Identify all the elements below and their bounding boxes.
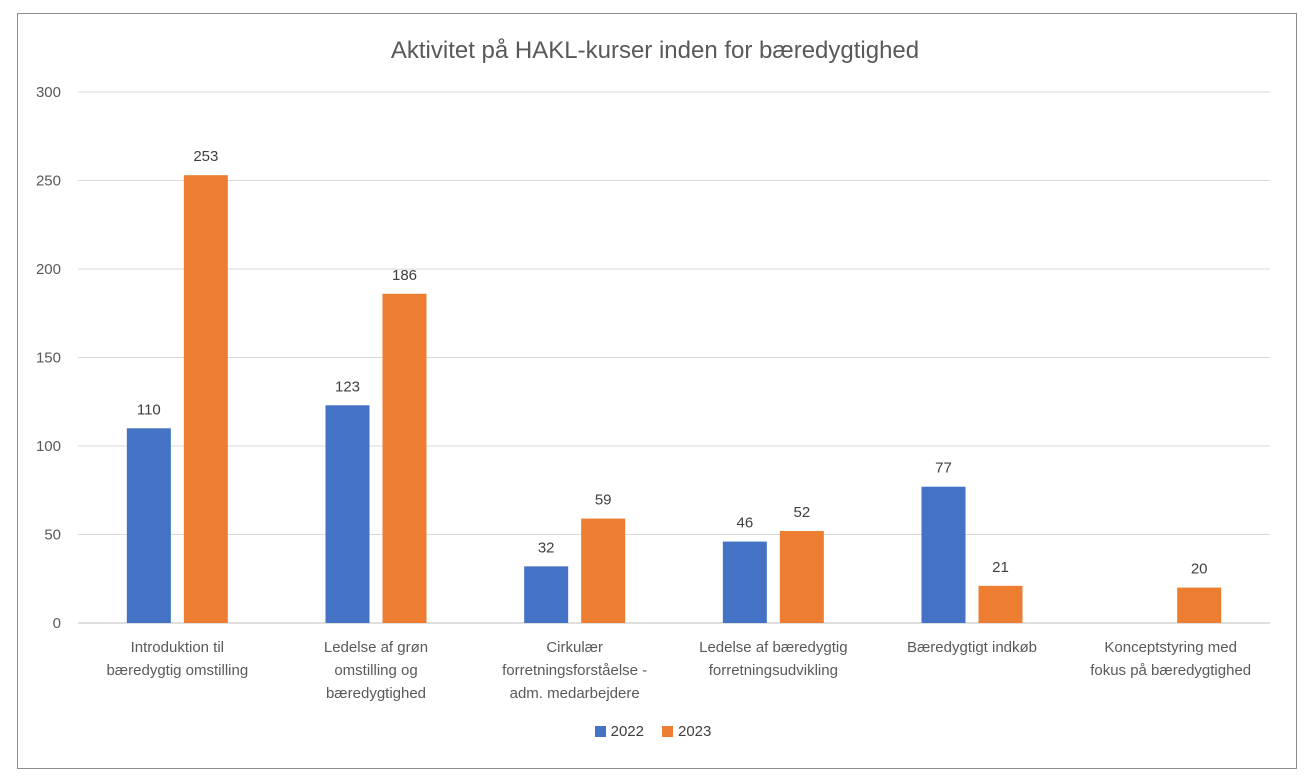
legend: 2022 2023: [0, 723, 1306, 740]
y-tick-label: 100: [36, 438, 61, 455]
bar-2022: [524, 566, 569, 623]
bar-2022: [722, 541, 767, 623]
legend-item-2022: 2022: [594, 723, 644, 740]
x-category-label: adm. medarbejdere: [510, 685, 640, 702]
x-category-label: Cirkulær: [546, 639, 603, 656]
y-tick-label: 250: [36, 173, 61, 190]
bar-2022: [921, 486, 966, 623]
bar-2023: [382, 293, 427, 623]
bar-2022: [126, 428, 171, 623]
x-category-label: forretningsudvikling: [709, 662, 838, 679]
data-label: 46: [736, 515, 753, 532]
x-category-label: Ledelse af bæredygtig: [699, 639, 847, 656]
data-label: 110: [137, 401, 161, 418]
data-label: 32: [538, 539, 555, 556]
x-category-label: Introduktion til: [131, 639, 224, 656]
bar-2023: [978, 585, 1023, 623]
data-label: 59: [595, 492, 612, 509]
chart-title: Aktivitet på HAKL-kurser inden for bæred…: [391, 37, 919, 64]
x-category-label: Bæredygtigt indkøb: [907, 639, 1037, 656]
y-tick-label: 0: [53, 615, 61, 632]
legend-swatch: [594, 726, 606, 737]
y-axis: 0 50 100 150 200 250 300: [36, 84, 61, 632]
bar-2023: [183, 175, 228, 623]
x-category-label: bæredygtig omstilling: [106, 662, 248, 679]
x-category-label: bæredygtighed: [326, 685, 426, 702]
chart-frame: [17, 13, 1297, 769]
bar-2023: [779, 530, 824, 623]
data-label: 21: [992, 559, 1009, 576]
x-category-label: fokus på bæredygtighed: [1090, 662, 1251, 679]
data-label: 253: [193, 148, 218, 165]
y-tick-label: 300: [36, 84, 61, 101]
x-category-label: Konceptstyring med: [1104, 639, 1237, 656]
data-label: 77: [935, 460, 952, 477]
data-label: 186: [392, 267, 417, 284]
data-label: 52: [793, 504, 810, 521]
bar-2023: [1177, 587, 1222, 623]
y-tick-label: 150: [36, 350, 61, 367]
x-category-label: Ledelse af grøn: [324, 639, 428, 656]
bars: [126, 175, 1222, 623]
y-tick-label: 200: [36, 261, 61, 278]
bar-2023: [581, 518, 626, 623]
y-tick-label: 50: [44, 527, 61, 544]
data-labels: 110 253 123 186 32 59 46 52 77 21 20: [137, 148, 1208, 577]
bar-2022: [325, 405, 370, 623]
x-axis: Introduktion til bæredygtig omstilling Led…: [106, 639, 1251, 702]
legend-label: 2023: [678, 723, 712, 740]
x-category-label: forretningsforståelse -: [502, 662, 647, 679]
x-category-label: omstilling og: [334, 662, 417, 679]
legend-label: 2022: [610, 723, 644, 740]
data-label: 20: [1191, 561, 1208, 578]
gridlines: [78, 91, 1270, 624]
data-label: 123: [335, 378, 360, 395]
legend-swatch: [662, 726, 673, 737]
legend-item-2023: 2023: [662, 723, 711, 740]
